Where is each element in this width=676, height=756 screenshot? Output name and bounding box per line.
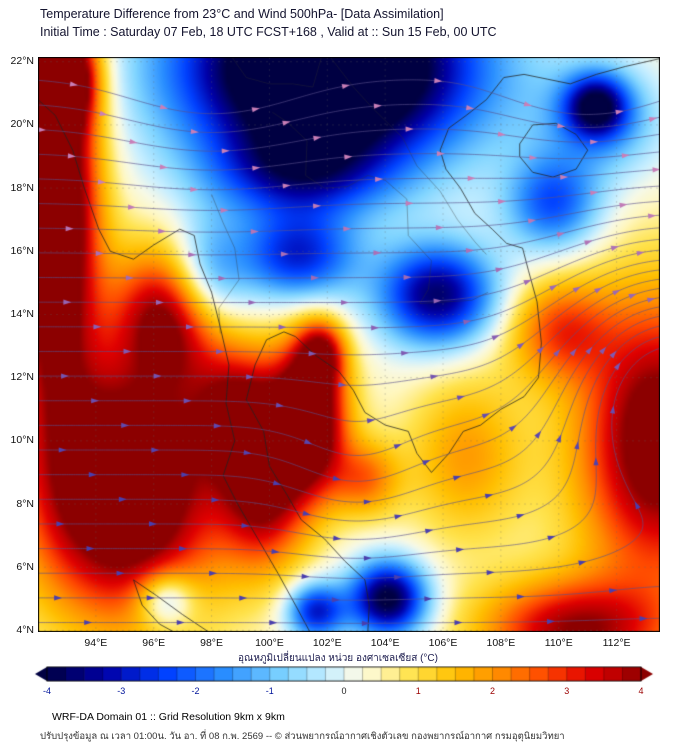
colorbar-title: อุณหภูมิเปลี่ยนแปลง หน่วย องศาเซลเซียส (… — [238, 653, 438, 664]
lon-tick-label: 112°E — [602, 637, 631, 649]
lon-tick-label: 102°E — [312, 637, 342, 649]
colorbar — [33, 666, 655, 682]
lon-tick-label: 96°E — [142, 637, 166, 649]
colorbar-tick-label: 1 — [415, 686, 421, 696]
colorbar-tick-label: -2 — [191, 686, 200, 696]
lat-tick-label: 10°N — [10, 434, 34, 447]
lon-tick-label: 108°E — [486, 637, 516, 649]
colorbar-tick-label: 2 — [489, 686, 496, 696]
lat-tick-label: 16°N — [10, 244, 34, 257]
lon-tick-label: 98°E — [200, 637, 224, 649]
lat-tick-label: 20°N — [10, 118, 34, 131]
chart-title: Temperature Difference from 23°C and Win… — [40, 7, 444, 21]
lat-tick-label: 8°N — [16, 497, 34, 510]
lon-tick-label: 94°E — [84, 637, 108, 649]
lat-tick-label: 14°N — [10, 307, 34, 320]
lat-tick-label: 22°N — [10, 55, 34, 68]
colorbar-tick-label: 4 — [638, 686, 644, 696]
lon-tick-label: 106°E — [428, 637, 458, 649]
colorbar-tick-label: 0 — [341, 686, 347, 696]
map-canvas — [38, 57, 660, 632]
lat-tick-label: 6°N — [16, 560, 34, 573]
update-info-thai: ปรับปรุงข้อมูล ณ เวลา 01:00น. วัน อา. ที… — [40, 731, 565, 742]
lat-tick-label: 4°N — [16, 623, 34, 636]
colorbar-tick-label: -1 — [265, 686, 274, 696]
lon-tick-label: 110°E — [544, 637, 573, 649]
domain-info: WRF-DA Domain 01 :: Grid Resolution 9km … — [52, 711, 285, 723]
lon-tick-label: 100°E — [255, 637, 284, 649]
colorbar-tick-label: -4 — [42, 686, 52, 696]
lat-tick-label: 18°N — [10, 181, 34, 194]
lon-tick-label: 104°E — [370, 637, 400, 649]
colorbar-tick-label: 3 — [564, 686, 570, 696]
colorbar-tick-label: -3 — [117, 686, 126, 696]
chart-subtitle: Initial Time : Saturday 07 Feb, 18 UTC F… — [40, 25, 497, 39]
lat-tick-label: 12°N — [10, 371, 34, 384]
